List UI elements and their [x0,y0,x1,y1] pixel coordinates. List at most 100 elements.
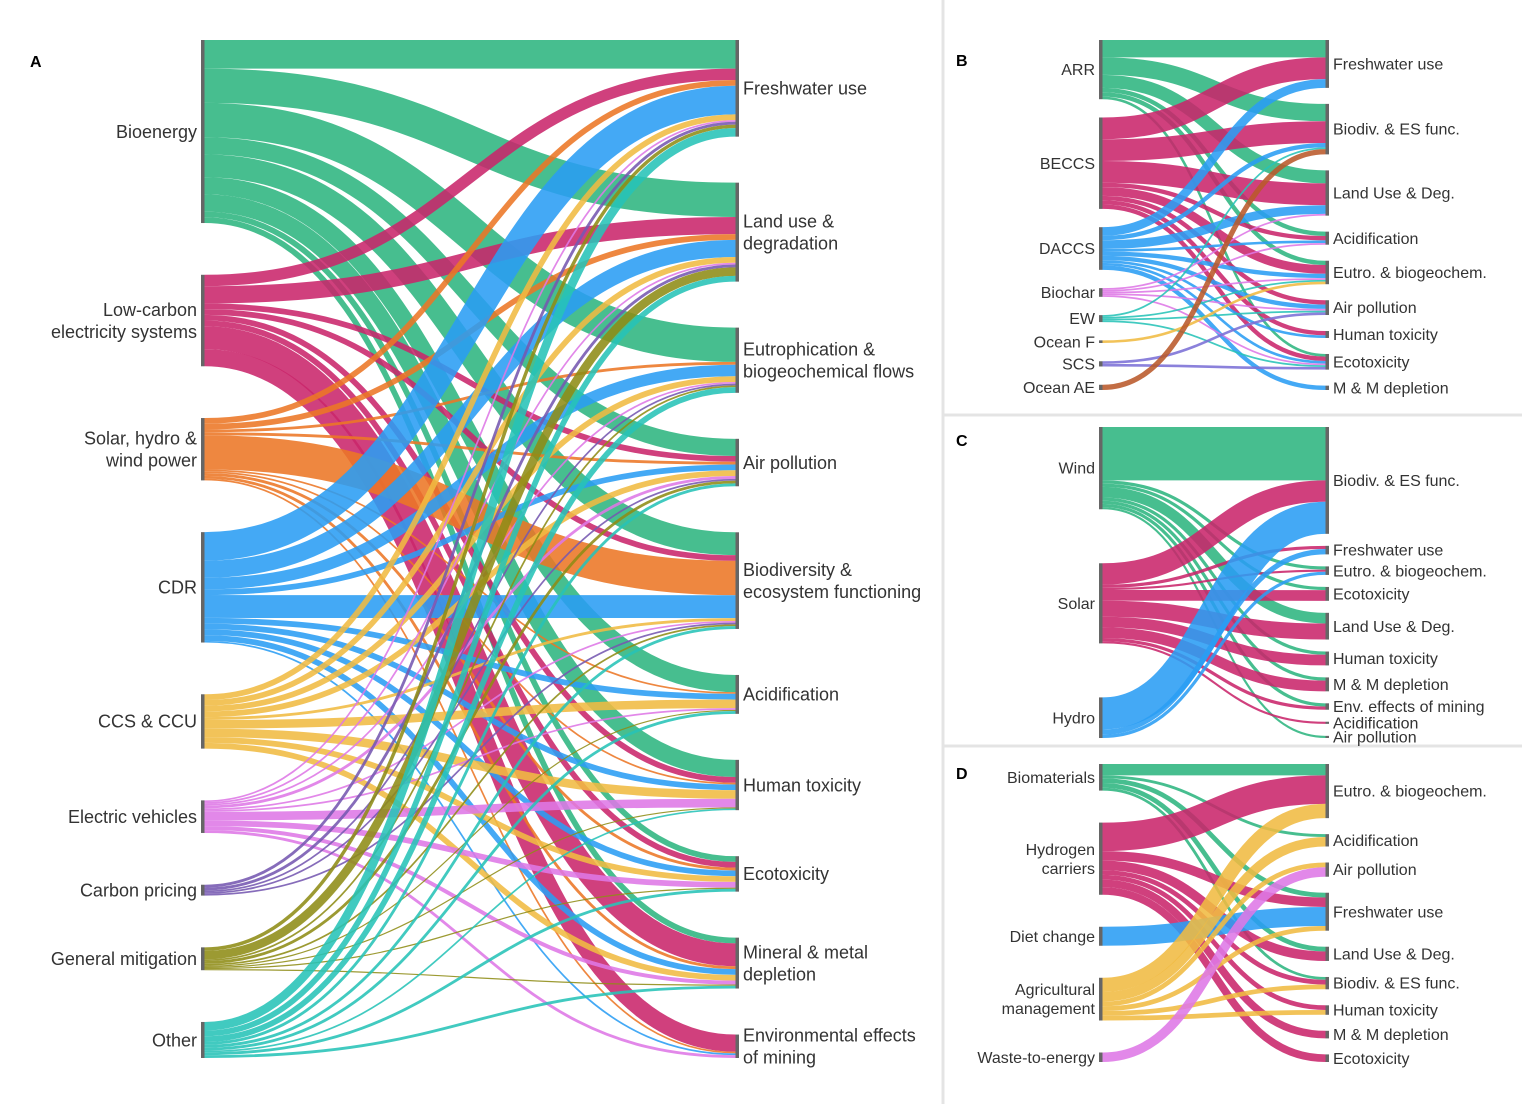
target-label-c-ac-line-1: Acidification [1333,715,1418,732]
target-label-b-eu-line-1: Eutro. & biogeochem. [1333,265,1487,282]
target-label-a-mm-line-2: depletion [743,964,816,984]
flow-a-gm-to-mm [204,969,736,986]
panel-b: B ARR BECCS DACCS Biochar EW Ocean F SCS Ocean … [956,39,1487,397]
flow-a-cdr-to-et [204,629,736,877]
source-label-a-oth-line-1: Other [152,1030,197,1050]
target-label-d-ac: Acidification [1333,833,1418,850]
flow-d-am-to-ac [1102,836,1326,1002]
flow-b-scs-to-et [1102,363,1326,370]
flow-a-lce-to-fw [204,68,736,287]
source-node-d-bm [1099,764,1103,791]
target-label-c-em-line-1: Env. effects of mining [1333,699,1484,716]
source-label-a-shw: Solar, hydro & wind power [84,429,197,471]
flow-a-oth-to-et [204,888,736,1056]
source-label-d-hc-line-2: carriers [1042,861,1095,878]
source-label-a-ccs-line-1: CCS & CCU [98,712,197,732]
target-label-c-fw: Freshwater use [1333,543,1443,560]
flow-c-solar-to-em [1102,638,1326,710]
target-label-c-ht: Human toxicity [1333,651,1438,668]
target-label-d-ht-line-1: Human toxicity [1333,1003,1438,1020]
source-node-d-hc [1099,822,1103,895]
target-node-d-mm [1325,1030,1329,1039]
target-label-c-ac: Acidification [1333,715,1418,732]
source-label-c-solar-line-1: Solar [1058,596,1096,613]
source-node-b-daccs [1099,227,1103,270]
panel-a: A Bioenergy Low-carbon electricity systems… [30,39,921,1068]
source-label-a-shw-line-1: Solar, hydro & [84,429,197,449]
target-label-c-lu: Land Use & Deg. [1333,619,1455,636]
target-label-c-mm: M & M depletion [1333,677,1449,694]
flow-a-gm-to-ap [204,480,736,964]
target-label-d-mm-line-1: M & M depletion [1333,1027,1449,1044]
target-label-d-et-line-1: Ecotoxicity [1333,1051,1409,1068]
source-label-d-dc: Diet change [1010,929,1095,946]
target-node-b-et [1325,353,1329,370]
target-node-d-bd [1325,976,1329,990]
source-label-b-ew-line-1: EW [1069,311,1096,328]
source-label-b-ew: EW [1069,311,1096,328]
target-label-a-eu-line-1: Eutrophication & [743,340,875,360]
source-label-b-of-line-1: Ocean F [1034,334,1096,351]
source-node-a-cdr [201,532,205,643]
source-label-b-arr-line-1: ARR [1061,62,1095,79]
flow-a-ev-to-ht [204,798,736,821]
target-label-d-eu: Eutro. & biogeochem. [1333,784,1487,801]
target-label-b-mm-line-1: M & M depletion [1333,380,1449,397]
target-label-d-fw-line-1: Freshwater use [1333,904,1443,921]
flow-a-gm-to-bd [204,624,736,966]
target-label-d-bd-line-1: Biodiv. & ES func. [1333,976,1460,993]
target-node-a-eu [735,327,739,393]
flow-a-shw-to-ap [204,432,736,465]
target-label-b-mm: M & M depletion [1333,380,1449,397]
target-label-a-bd: Biodiversity & ecosystem functioning [743,560,921,602]
source-label-b-daccs-line-1: DACCS [1039,241,1095,258]
target-node-a-mm [735,937,739,989]
target-label-c-lu-line-1: Land Use & Deg. [1333,619,1455,636]
flow-d-hc-to-eu [1102,775,1326,852]
source-node-b-scs [1099,361,1103,367]
source-label-a-bio: Bioenergy [116,122,197,142]
target-label-d-eu-line-1: Eutro. & biogeochem. [1333,784,1487,801]
source-label-a-ev-line-1: Electric vehicles [68,807,197,827]
flow-a-cp-to-ap [204,478,736,894]
panel-c-links [1101,427,1327,739]
target-node-b-fw [1325,40,1329,88]
target-label-a-em: Environmental effects of mining [743,1026,916,1068]
target-node-c-mm [1325,677,1329,692]
source-node-b-of [1099,340,1103,343]
target-node-b-lu [1325,170,1329,216]
target-label-a-em-line-1: Environmental effects [743,1026,916,1046]
flow-a-oth-to-ac [204,710,736,1051]
flow-a-ccs-to-mm [204,742,736,981]
source-label-a-ccs: CCS & CCU [98,712,197,732]
flow-a-gm-to-et [204,887,736,970]
panel-c-letter: C [956,433,968,450]
source-label-a-gm-line-1: General mitigation [51,949,197,969]
flow-a-ev-to-fw [204,120,736,803]
flow-b-arr-to-lu [1102,74,1326,184]
source-node-b-ew [1099,315,1103,323]
source-label-d-am-line-1: Agricultural [1015,982,1095,999]
target-label-a-mm: Mineral & metal depletion [743,942,868,984]
source-label-c-wind-line-1: Wind [1059,461,1095,478]
target-label-b-bd: Biodiv. & ES func. [1333,122,1460,139]
source-label-a-lce: Low-carbon electricity systems [51,300,197,342]
flow-a-ev-to-ap [204,475,736,809]
source-label-a-shw-line-2: wind power [105,451,197,471]
flow-c-solar-to-eu [1102,569,1326,590]
flow-a-shw-to-bd [204,435,736,596]
flow-a-lce-to-bd [204,309,736,561]
target-label-c-em: Env. effects of mining [1333,699,1484,716]
flow-b-ew-to-bd [1102,147,1326,317]
target-label-a-et: Ecotoxicity [743,864,829,884]
target-label-a-bd-line-1: Biodiversity & [743,560,852,580]
source-label-d-hc-line-1: Hydrogen [1026,842,1095,859]
target-label-b-bd-line-1: Biodiv. & ES func. [1333,122,1460,139]
flow-a-cp-to-fw [204,121,736,888]
flow-a-ccs-to-fw [204,114,736,700]
target-node-c-ac [1325,721,1329,724]
target-label-d-mm: M & M depletion [1333,1027,1449,1044]
flow-b-daccs-to-mm [1102,265,1326,391]
flow-a-lce-to-ht [204,314,736,783]
source-label-d-wte: Waste-to-energy [977,1050,1095,1067]
